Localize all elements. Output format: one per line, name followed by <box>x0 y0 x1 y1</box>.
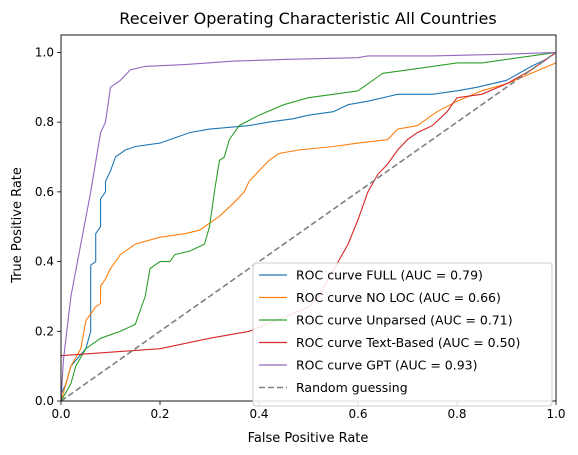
y-tick-label-5: 1.0 <box>35 45 54 59</box>
legend-label-0: ROC curve FULL (AUC = 0.79) <box>296 268 483 283</box>
x-tick-label-0: 0.0 <box>51 407 70 421</box>
series-line-2 <box>61 51 556 401</box>
legend-label-4: ROC curve GPT (AUC = 0.93) <box>296 358 478 373</box>
legend-label-3: ROC curve Text-Based (AUC = 0.50) <box>296 335 520 350</box>
y-axis-label: True Positive Rate <box>10 167 25 284</box>
legend-box <box>252 262 553 407</box>
legend-label-5: Random guessing <box>296 380 408 395</box>
y-tick-label-2: 0.4 <box>35 255 54 269</box>
legend-label-1: ROC curve NO LOC (AUC = 0.66) <box>296 290 501 305</box>
y-tick-label-3: 0.6 <box>35 185 54 199</box>
x-tick-label-1: 0.2 <box>150 407 169 421</box>
legend-label-2: ROC curve Unparsed (AUC = 0.71) <box>296 313 513 328</box>
series-line-4 <box>61 51 556 401</box>
series-line-1 <box>61 62 556 401</box>
series-line-5 <box>61 51 556 401</box>
y-tick-label-1: 0.2 <box>35 324 54 338</box>
series-line-3 <box>61 51 556 357</box>
y-tick-label-4: 0.8 <box>35 115 54 129</box>
x-tick-label-5: 1.0 <box>546 407 565 421</box>
chart-title: Receiver Operating Characteristic All Co… <box>119 9 496 28</box>
x-tick-label-3: 0.6 <box>348 407 367 421</box>
y-tick-label-0: 0.0 <box>35 394 54 408</box>
x-tick-label-2: 0.4 <box>249 407 268 421</box>
series-line-0 <box>61 51 556 401</box>
series-lines <box>61 51 556 401</box>
legend: ROC curve FULL (AUC = 0.79) ROC curve NO … <box>252 262 553 407</box>
x-tick-label-4: 0.8 <box>447 407 466 421</box>
x-axis-label: False Positive Rate <box>248 431 369 446</box>
plot-area: 0.0 0.2 0.4 0.6 0.8 1.0 0.0 0.2 0.4 0.6 0.8 1.0 <box>35 34 566 421</box>
